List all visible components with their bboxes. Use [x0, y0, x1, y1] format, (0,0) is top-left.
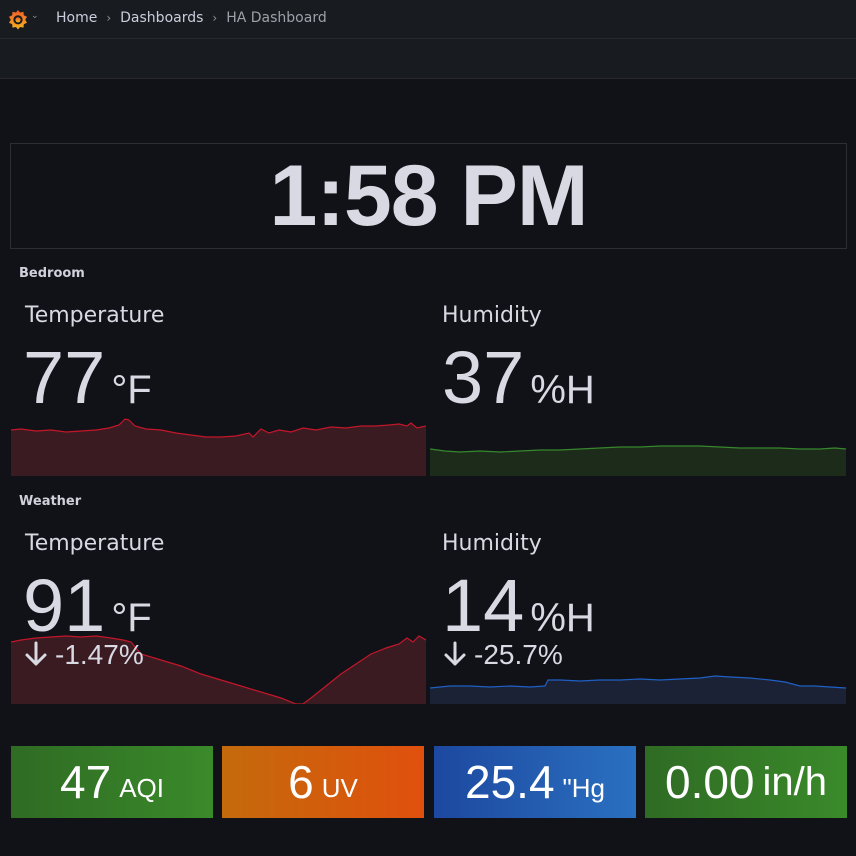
tile-value: 6	[288, 756, 314, 808]
grafana-logo-icon[interactable]	[7, 8, 29, 30]
bedroom-temperature-panel[interactable]: Temperature 77 °F	[11, 303, 426, 476]
bedroom-temperature-sparkline	[11, 418, 426, 476]
clock-panel[interactable]: 1:58 PM	[10, 143, 847, 249]
tile-unit: "Hg	[562, 772, 605, 803]
panel-title: Humidity	[442, 531, 542, 556]
chevron-right-icon: ›	[212, 11, 218, 25]
bedroom-humidity-panel[interactable]: Humidity 37 %H	[430, 303, 846, 476]
row-title-bedroom[interactable]: Bedroom	[19, 266, 85, 281]
breadcrumb-home[interactable]: Home	[56, 10, 98, 26]
arrow-down-icon	[25, 641, 47, 666]
stat-value: 77 °F	[23, 336, 152, 419]
rain-rate-tile[interactable]: 0.00 in/h	[645, 746, 847, 818]
panel-title: Humidity	[442, 303, 542, 328]
top-nav-bar: ⌄ Home › Dashboards › HA Dashboard	[0, 0, 856, 39]
weather-humidity-panel[interactable]: Humidity 14 %H -25.7%	[430, 531, 846, 704]
aqi-tile[interactable]: 47 AQI	[11, 746, 213, 818]
breadcrumb-dashboards[interactable]: Dashboards	[120, 10, 204, 26]
uv-tile[interactable]: 6 UV	[222, 746, 424, 818]
bedroom-humidity-sparkline	[430, 445, 846, 476]
row-title-weather[interactable]: Weather	[19, 494, 82, 509]
tile-unit: AQI	[119, 772, 164, 803]
tile-value: 25.4	[465, 756, 555, 808]
breadcrumb-current-dashboard: HA Dashboard	[226, 10, 327, 26]
arrow-down-icon	[444, 641, 466, 666]
clock-time: 1:58 PM	[269, 148, 588, 244]
dashboard-toolbar	[0, 39, 856, 79]
chevron-down-icon[interactable]: ⌄	[31, 11, 39, 21]
panel-title: Temperature	[25, 303, 165, 328]
stat-trend: -1.47%	[23, 639, 144, 671]
breadcrumb: Home › Dashboards › HA Dashboard	[56, 10, 327, 26]
stat-value: 91 °F	[23, 564, 152, 647]
weather-humidity-sparkline	[430, 675, 846, 704]
stat-value: 14 %H	[442, 564, 595, 647]
tile-value: 47	[60, 756, 112, 808]
stat-value: 37 %H	[442, 336, 595, 419]
tile-value: 0.00	[664, 756, 755, 808]
tile-unit: UV	[321, 772, 358, 803]
stat-trend: -25.7%	[442, 639, 563, 671]
weather-temperature-panel[interactable]: Temperature 91 °F -1.47%	[11, 531, 426, 704]
tile-unit: in/h	[762, 759, 828, 804]
panel-title: Temperature	[25, 531, 165, 556]
pressure-tile[interactable]: 25.4 "Hg	[434, 746, 636, 818]
weather-temperature-sparkline	[11, 635, 426, 704]
chevron-right-icon: ›	[106, 11, 112, 25]
